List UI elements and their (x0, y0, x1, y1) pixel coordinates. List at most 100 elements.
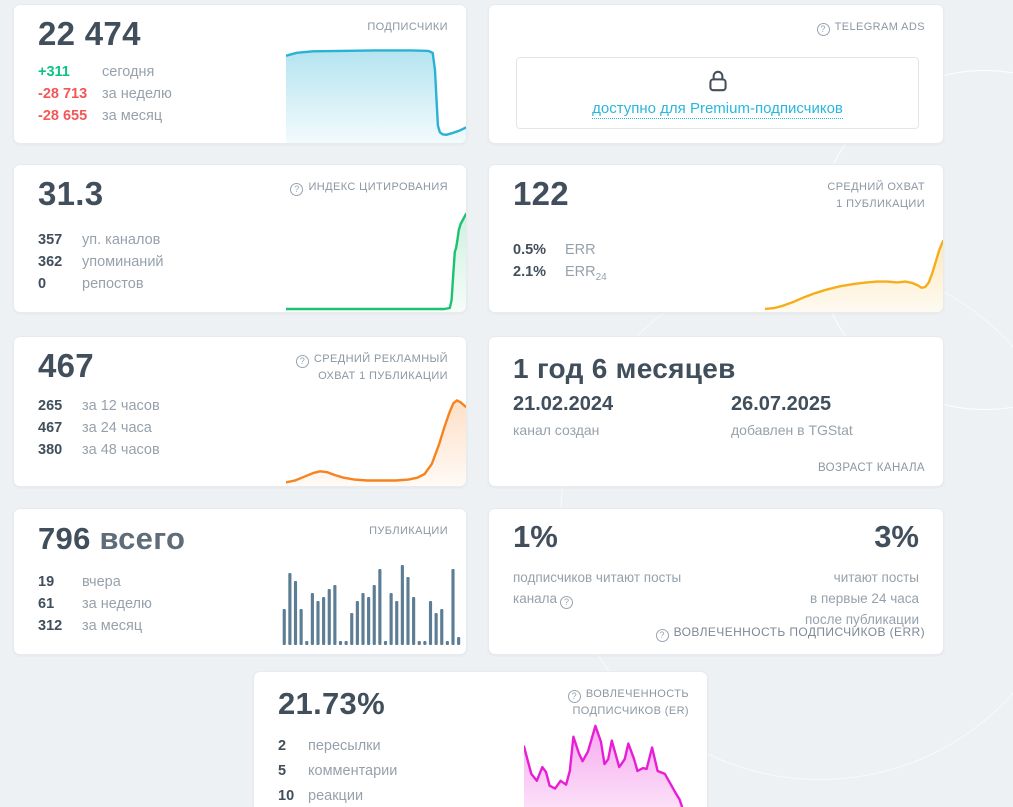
channel-age-value: 1 год 6 месяцев (513, 353, 736, 384)
channel-age-card: 1 год 6 месяцев 21.02.2024 канал создан … (488, 336, 944, 487)
telegram-ads-title: TELEGRAM ADS (834, 21, 925, 33)
stat-row: +311 сегодня (38, 61, 172, 83)
stat-label: за месяц (102, 108, 163, 124)
err24-subscript: 24 (595, 271, 607, 283)
stat-label: пересылки (308, 738, 381, 754)
stat-label: за 24 часа (82, 420, 152, 436)
publications-card: 796 всего ПУБЛИКАЦИИ 19 вчера 61 за неде… (13, 508, 467, 655)
stat-row: 61 за неделю (38, 593, 152, 615)
channel-added-label: добавлен в TGStat (731, 422, 853, 438)
stats-list: 265 за 12 часов 467 за 24 часа 380 за 48… (38, 395, 160, 461)
stat-value: 5 (278, 763, 287, 779)
help-icon[interactable] (560, 596, 574, 609)
stat-label: комментарии (308, 763, 398, 779)
subscribers-sparkline-chart (286, 49, 466, 143)
stat-label: за неделю (82, 596, 152, 612)
stat-row: 19 вчера (38, 571, 152, 593)
card-title: TELEGRAM ADS (816, 19, 925, 36)
er-value: 21.73% (278, 686, 385, 721)
help-icon[interactable] (655, 629, 669, 642)
card-title: ПУБЛИКАЦИИ (369, 523, 448, 540)
stat-label: реакции (308, 788, 364, 804)
stat-value: -28 713 (38, 86, 88, 102)
publications-total-value: 796 (38, 521, 91, 556)
stat-row: -28 713 за неделю (38, 83, 172, 105)
stat-value: 265 (38, 398, 63, 414)
stat-row: 2 пересылки (278, 734, 397, 759)
er-sparkline-chart (524, 724, 684, 807)
average-ad-reach-sparkline-chart (286, 399, 466, 486)
channel-created-label: канал создан (513, 422, 600, 438)
premium-locked-panel: доступно для Premium-подписчиков (516, 57, 919, 129)
stat-label: за неделю (102, 86, 172, 102)
card-title: СРЕДНИЙ ОХВАТ 1 ПУБЛИКАЦИИ (827, 179, 925, 213)
err-footer-label: ВОВЛЕЧЕННОСТЬ ПОДПИСЧИКОВ (ERR) (655, 625, 925, 642)
er-title-line1: ВОВЛЕЧЕННОСТЬ (585, 688, 689, 700)
stat-label: вчера (82, 574, 121, 590)
stat-label: сегодня (102, 64, 155, 80)
stat-value: 380 (38, 442, 63, 458)
stat-label: ERR (565, 242, 596, 258)
telegram-ads-card: TELEGRAM ADS доступно для Premium-подпис… (488, 4, 944, 144)
stat-value: 357 (38, 232, 63, 248)
subscribers-title: ПОДПИСЧИКИ (367, 21, 448, 33)
err-read-description: подписчиков читают посты канала (513, 567, 681, 609)
err24-read-description: читают посты в первые 24 часа после публ… (805, 570, 919, 627)
stat-value: 19 (38, 574, 55, 590)
stat-row: 362 упоминаний (38, 251, 164, 273)
publications-total: 796 всего (38, 521, 185, 557)
help-icon[interactable] (567, 690, 581, 703)
stat-row: 312 за месяц (38, 615, 152, 637)
er-title-line2: ПОДПИСЧИКОВ (ER) (572, 705, 689, 718)
subscribers-count: 22 474 (38, 15, 141, 52)
stats-list: 0.5% ERR 2.1% ERR24 (513, 239, 607, 289)
stat-value: 467 (38, 420, 63, 436)
card-title: ПОДПИСЧИКИ (367, 19, 448, 36)
stat-row: 357 уп. каналов (38, 229, 164, 251)
stat-value: -28 655 (38, 108, 88, 124)
stat-value: 362 (38, 254, 63, 270)
stat-value: 2.1% (513, 264, 547, 280)
stat-label: за 48 часов (82, 442, 160, 458)
average-ad-reach-title-line2: ОХВАТ 1 ПУБЛИКАЦИИ (318, 370, 448, 383)
publications-title: ПУБЛИКАЦИИ (369, 525, 448, 537)
card-title: СРЕДНИЙ РЕКЛАМНЫЙ ОХВАТ 1 ПУБЛИКАЦИИ (295, 351, 448, 385)
average-reach-value: 122 (513, 175, 569, 212)
help-icon[interactable] (816, 23, 830, 36)
stat-label: за месяц (82, 618, 143, 634)
err24-read-percentage: 3% (874, 519, 919, 554)
citation-index-sparkline-chart (286, 212, 466, 312)
stats-list: 2 пересылки 5 комментарии 10 реакции (278, 734, 397, 807)
help-icon[interactable] (295, 355, 309, 368)
channel-added-date: 26.07.2025 (731, 393, 832, 415)
card-title: ВОВЛЕЧЕННОСТЬ ПОДПИСЧИКОВ (ER) (567, 686, 689, 720)
average-ad-reach-title-line1: СРЕДНИЙ РЕКЛАМНЫЙ (313, 353, 448, 365)
channel-created-date: 21.02.2024 (513, 393, 614, 415)
average-reach-sparkline-chart (765, 239, 943, 312)
subscribers-card: 22 474 ПОДПИСЧИКИ +311 сегодня -28 713 з… (13, 4, 467, 144)
average-reach-title-line1: СРЕДНИЙ ОХВАТ (827, 181, 925, 193)
stats-list: 357 уп. каналов 362 упоминаний 0 репосто… (38, 229, 164, 295)
stat-value: 0.5% (513, 242, 547, 258)
stat-row: 0 репостов (38, 273, 164, 295)
stat-label: ERR24 (565, 264, 607, 283)
channel-age-footer-label: ВОЗРАСТ КАНАЛА (817, 462, 925, 474)
help-icon[interactable] (290, 183, 304, 196)
publications-total-suffix: всего (99, 521, 186, 556)
subscriber-engagement-err-card: 1% подписчиков читают посты канала 3% чи… (488, 508, 944, 655)
stat-value: 61 (38, 596, 55, 612)
average-reach-card: 122 СРЕДНИЙ ОХВАТ 1 ПУБЛИКАЦИИ 0.5% ERR … (488, 164, 944, 313)
stat-row: -28 655 за месяц (38, 105, 172, 127)
citation-index-value: 31.3 (38, 175, 104, 212)
stat-value: 312 (38, 618, 63, 634)
stat-row: 380 за 48 часов (38, 439, 160, 461)
lock-icon (708, 70, 727, 91)
stat-row: 467 за 24 часа (38, 417, 160, 439)
card-title: ИНДЕКС ЦИТИРОВАНИЯ (290, 179, 448, 196)
stat-value: 0 (38, 276, 47, 292)
average-ad-reach-value: 467 (38, 347, 94, 384)
channel-created-block: 21.02.2024 канал создан (513, 393, 613, 438)
premium-subscription-link[interactable]: доступно для Premium-подписчиков (592, 99, 843, 119)
publications-bar-chart (282, 565, 461, 645)
err-read-percentage: 1% (513, 519, 558, 554)
